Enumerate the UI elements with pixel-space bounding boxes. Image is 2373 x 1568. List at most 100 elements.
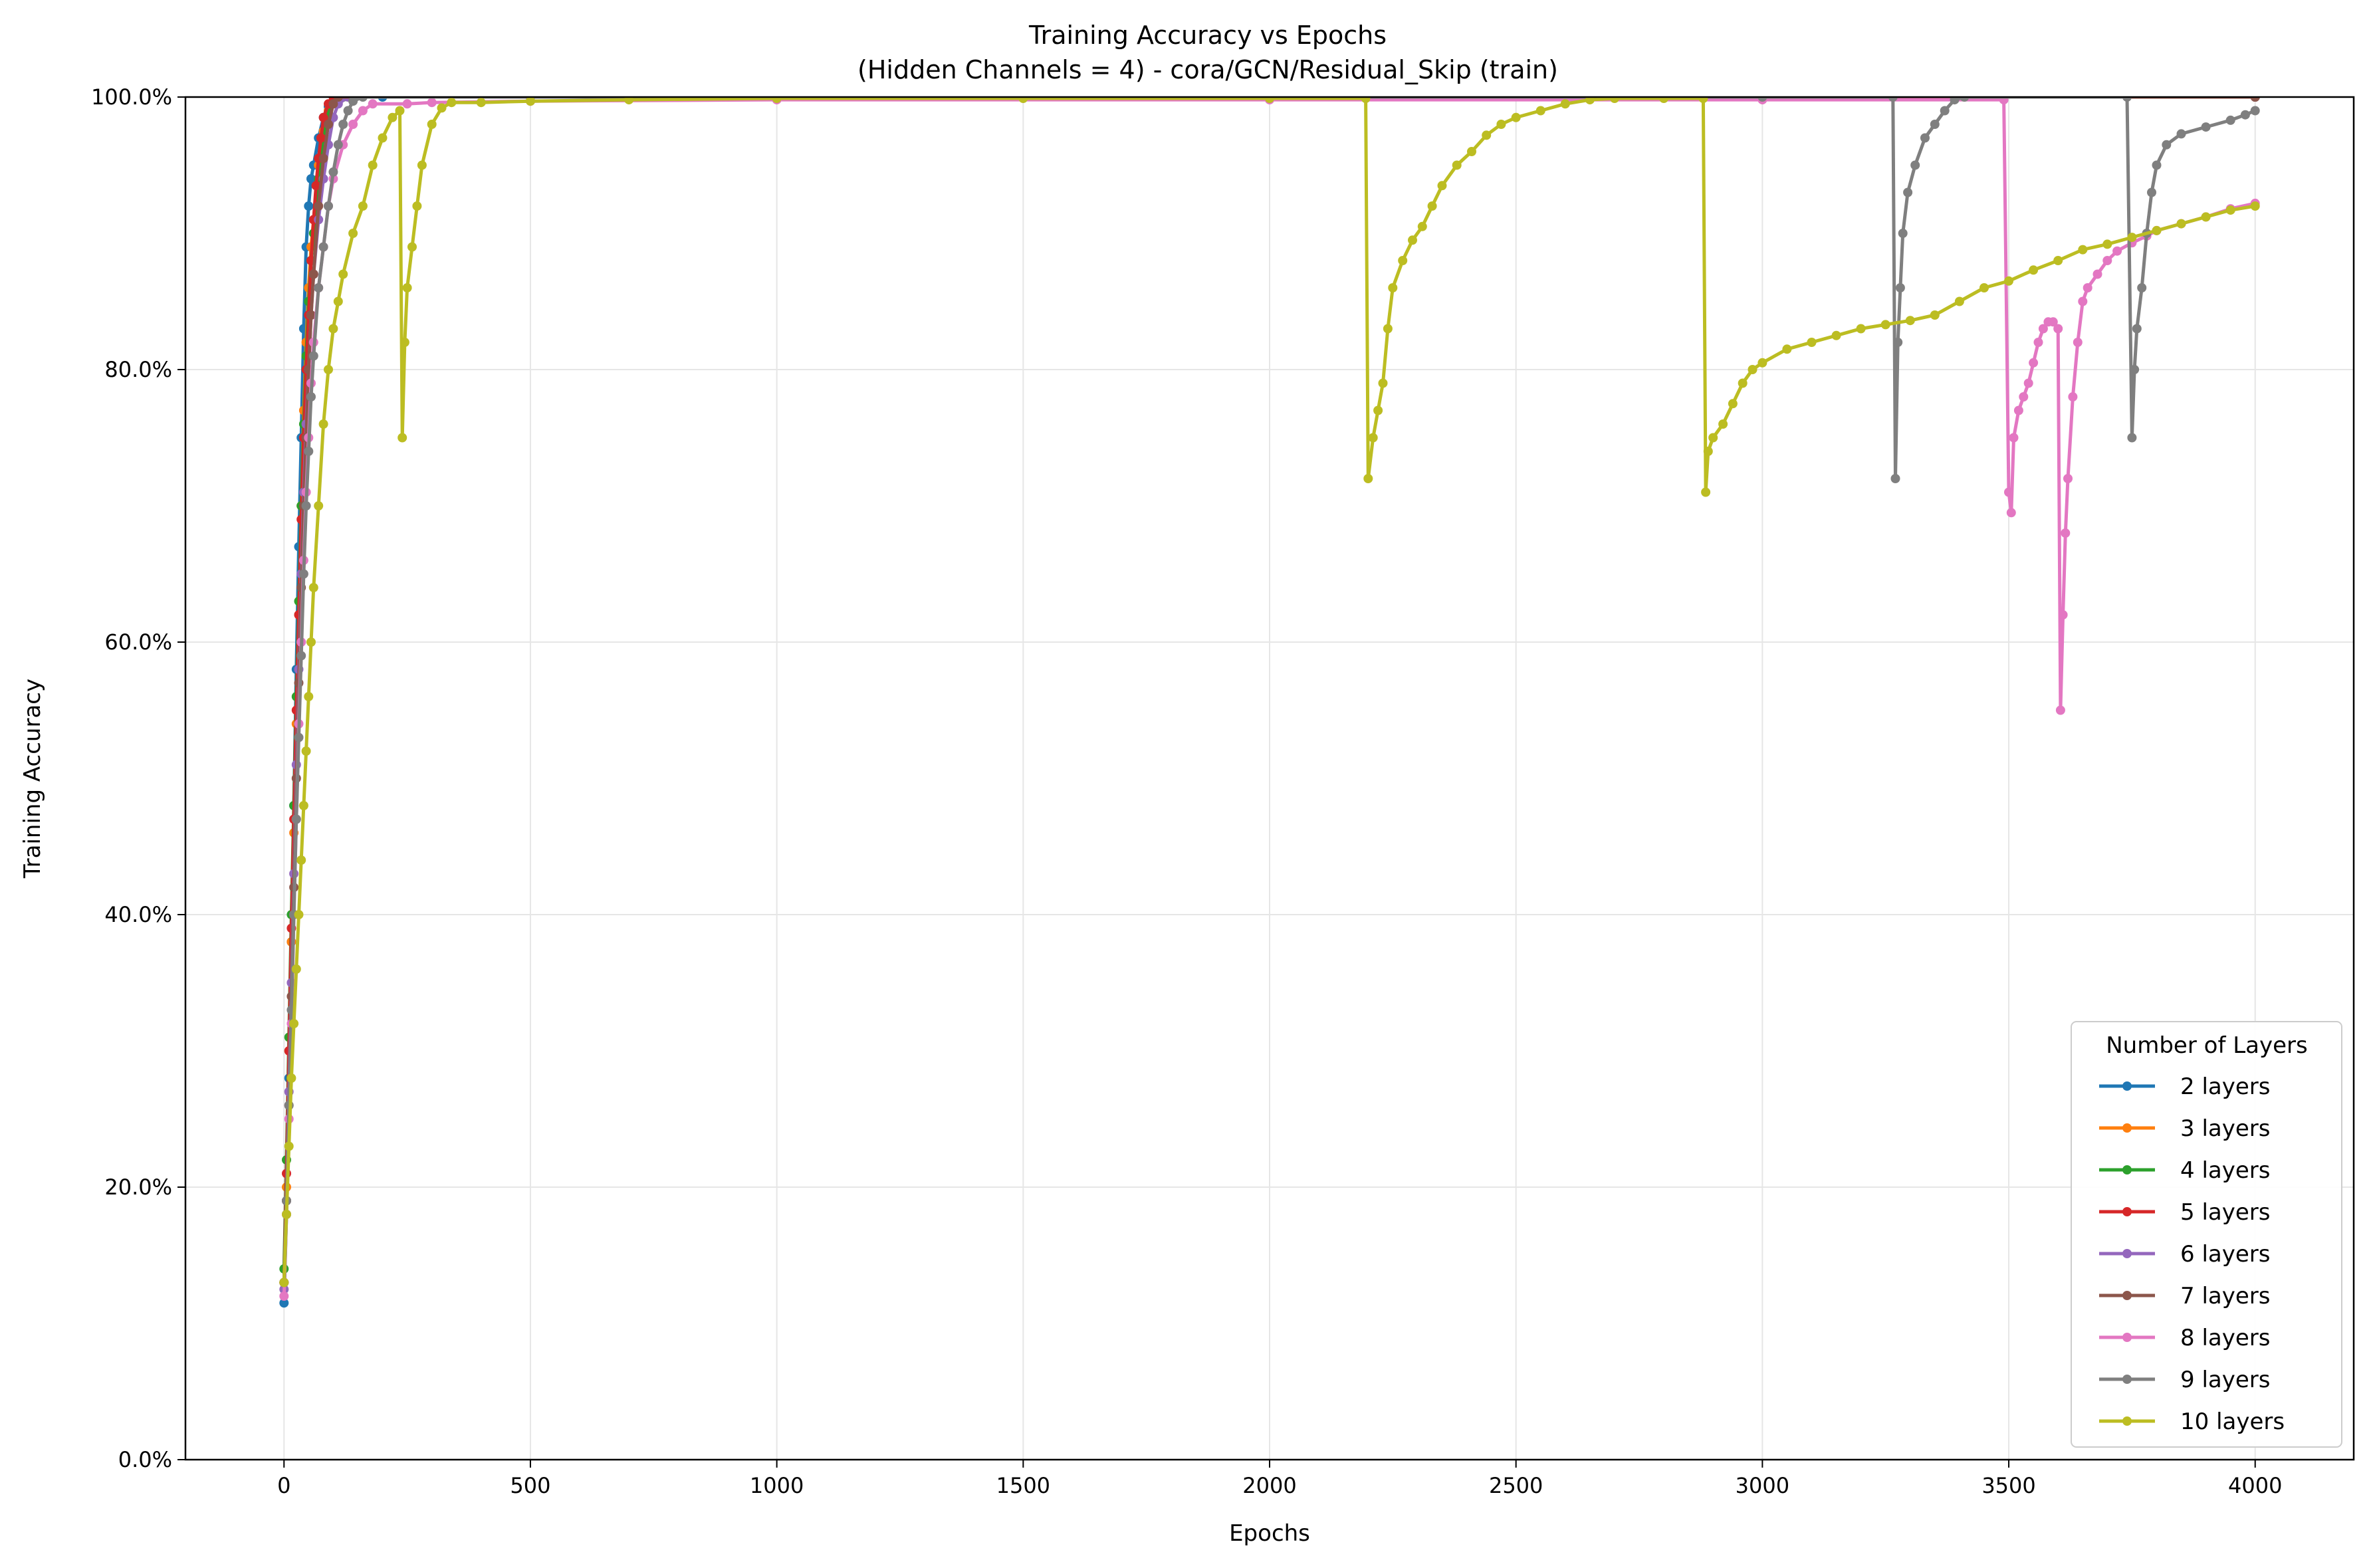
legend-label: 5 layers [2180,1199,2270,1226]
data-point [1535,106,1545,116]
data-point [2137,283,2147,292]
data-point [2176,129,2186,139]
data-point [412,201,422,211]
data-point [1893,338,1903,347]
data-point [1703,447,1713,456]
legend-label: 4 layers [2180,1157,2270,1184]
data-point [1782,344,1792,354]
data-point [301,501,311,510]
data-point [1748,365,1757,374]
data-point [1856,324,1866,334]
data-point [1888,97,1898,102]
x-axis-label: Epochs [1229,1520,1310,1547]
x-tick-label: 4000 [2228,1473,2282,1498]
data-point [2055,705,2065,715]
data-point [1950,97,1960,105]
data-point [308,351,318,361]
data-point [2053,324,2063,334]
data-point [318,419,328,429]
data-point [1361,97,1371,103]
data-point [296,855,306,865]
data-point [1940,106,1950,116]
data-point [1383,324,1393,334]
data-point [328,324,338,334]
legend-item: 4 layers [2099,1157,2270,1184]
data-point [289,1019,299,1028]
legend-swatch-marker [2122,1249,2132,1258]
data-point [1373,405,1383,415]
data-point [314,283,324,292]
legend-item: 7 layers [2099,1283,2270,1309]
data-point [2102,256,2112,265]
data-point [282,1210,291,1219]
data-point [2147,187,2156,197]
data-point [1452,160,1462,170]
data-point [1880,320,1890,330]
data-point [306,637,316,647]
data-point [318,154,328,164]
data-point [318,112,328,122]
data-point [2250,201,2260,211]
data-point [284,1141,294,1151]
data-point [2225,115,2235,125]
data-point [1368,433,1378,443]
data-point [358,201,368,211]
data-point [304,692,314,701]
data-point [338,120,348,129]
data-point [1482,130,1492,140]
data-point [417,160,427,170]
data-point [1738,378,1748,388]
data-point [1398,256,1408,265]
y-tick-label: 60.0% [104,629,172,655]
data-point [2201,122,2211,132]
data-point [2009,433,2019,443]
legend-label: 6 layers [2180,1241,2270,1268]
data-point [338,269,348,279]
y-tick-label: 80.0% [104,357,172,382]
legend-label: 9 layers [2180,1367,2270,1393]
series-10-layers [279,97,2260,1288]
data-point [1910,160,1920,170]
data-point [308,269,318,279]
data-point [1610,97,1619,103]
data-point [2250,106,2260,116]
data-point [1960,97,1970,102]
data-point [294,910,304,919]
data-point [304,201,314,211]
data-point [324,201,333,211]
legend-item: 10 layers [2099,1408,2285,1435]
y-tick-label: 0.0% [118,1447,172,1472]
legend-swatch-marker [2122,1165,2132,1175]
data-point [306,392,316,401]
data-point [328,99,338,109]
data-point [2078,245,2088,255]
data-point [316,133,326,143]
data-point [2083,283,2092,292]
data-point [2053,256,2063,265]
legend-item: 2 layers [2099,1073,2270,1100]
data-point [1467,147,1476,156]
data-point [291,964,301,974]
data-point [348,97,358,106]
data-point [1437,181,1447,191]
data-point [395,106,405,116]
data-point [1999,97,2009,105]
chart-title-line2: (Hidden Channels = 4) - cora/GCN/Residua… [857,55,1558,84]
data-point [402,99,412,109]
data-point [368,99,378,109]
legend-label: 7 layers [2180,1283,2270,1309]
data-point [437,103,447,113]
series-9-layers [279,97,2260,1288]
y-tick-label: 40.0% [104,902,172,927]
data-point [358,106,368,116]
legend-title: Number of Layers [2106,1032,2307,1059]
legend-swatch-marker [2122,1375,2132,1384]
legend-swatch-marker [2122,1081,2132,1091]
data-point [1807,338,1817,347]
x-tick-label: 1500 [996,1473,1050,1498]
legend-items: 2 layers 3 layers 4 layers 5 layers 6 layers… [2099,1073,2285,1435]
data-point [1954,296,1964,306]
data-point [1408,235,1417,245]
data-point [2078,296,2088,306]
data-point [526,97,535,106]
